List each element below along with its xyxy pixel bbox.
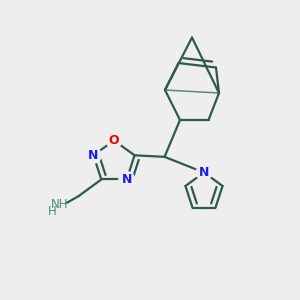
Circle shape	[119, 172, 134, 187]
Circle shape	[196, 165, 212, 180]
Circle shape	[86, 148, 101, 163]
Circle shape	[106, 133, 122, 148]
Text: N: N	[88, 149, 99, 162]
Text: H: H	[48, 205, 57, 218]
Text: O: O	[109, 134, 119, 147]
Text: N: N	[122, 173, 132, 186]
Text: N: N	[199, 166, 209, 179]
Text: NH: NH	[51, 198, 68, 211]
Circle shape	[49, 199, 67, 217]
